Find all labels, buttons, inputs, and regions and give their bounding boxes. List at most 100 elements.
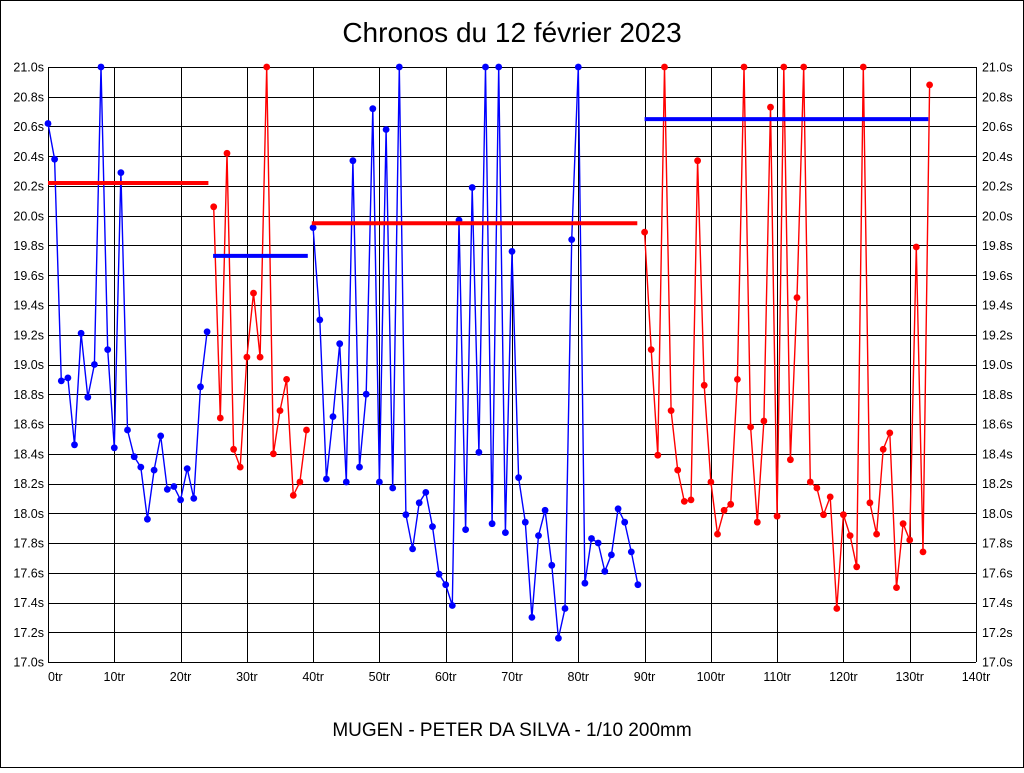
stint-2-point bbox=[223, 149, 231, 157]
stint-4-point bbox=[760, 417, 768, 425]
stint-1-point bbox=[44, 120, 52, 127]
stint-3-point bbox=[349, 157, 357, 165]
y-axis-tick-label: 17.0s bbox=[13, 656, 44, 670]
y-axis-tick-label: 19.4s bbox=[982, 299, 1013, 313]
x-axis-tick-label: 40tr bbox=[302, 670, 324, 684]
stint-3-point bbox=[329, 413, 337, 420]
stint-3-point bbox=[475, 448, 483, 456]
stint-1-point bbox=[71, 441, 78, 449]
stint-3-point bbox=[601, 567, 609, 575]
stint-3-point bbox=[323, 475, 330, 483]
stint-2-point bbox=[210, 203, 218, 211]
y-axis-tick-label: 18.0s bbox=[982, 507, 1013, 521]
stint-3-point bbox=[634, 581, 642, 589]
stint-4-point bbox=[641, 228, 648, 236]
stint-1-point bbox=[144, 515, 151, 523]
stint-3-point bbox=[528, 614, 536, 621]
stint-4-point bbox=[747, 423, 754, 431]
stint-3-point bbox=[442, 581, 450, 589]
y-axis-tick-label: 18.4s bbox=[982, 447, 1013, 461]
stint-3-point bbox=[594, 539, 602, 547]
stint-4-point bbox=[826, 493, 834, 501]
stint-3-point bbox=[548, 561, 556, 569]
stint-4-point bbox=[780, 63, 788, 71]
x-axis-tick-label: 110tr bbox=[763, 670, 791, 684]
stint-1-point bbox=[157, 432, 165, 440]
stint-2-point bbox=[303, 426, 310, 434]
stint-4-point bbox=[707, 478, 715, 486]
stint-3-point bbox=[336, 340, 344, 348]
stint-3-point bbox=[356, 463, 363, 471]
stint-4-point bbox=[919, 548, 927, 556]
stint-3-point bbox=[422, 489, 430, 496]
y-axis-tick-label: 17.4s bbox=[13, 596, 44, 610]
stint-4-point bbox=[787, 456, 794, 464]
x-axis-tick-label: 80tr bbox=[568, 670, 590, 684]
stint-4-point bbox=[700, 381, 708, 389]
y-axis-tick-label: 20.8s bbox=[13, 90, 44, 104]
stint-1-point bbox=[163, 486, 171, 493]
y-axis-tick-label: 20.6s bbox=[982, 120, 1013, 134]
stint-4-series bbox=[641, 63, 933, 612]
y-axis-tick-label: 17.2s bbox=[982, 626, 1013, 640]
stint-1-point bbox=[137, 463, 145, 471]
stint-4-point bbox=[800, 63, 808, 71]
stint-4-point bbox=[773, 512, 781, 520]
x-axis-tick-label: 70tr bbox=[501, 670, 523, 684]
y-axis-tick-label: 19.6s bbox=[982, 269, 1013, 283]
stint-4-point bbox=[899, 520, 907, 528]
stint-3-point bbox=[574, 63, 582, 71]
y-axis-tick-label: 18.0s bbox=[13, 507, 44, 521]
stint-1-point bbox=[64, 374, 72, 382]
stint-4-point bbox=[694, 157, 701, 165]
stint-1-point bbox=[84, 393, 92, 401]
x-axis-tick-label: 130tr bbox=[895, 670, 924, 684]
x-axis-tick-label: 60tr bbox=[435, 670, 457, 684]
stint-4-line bbox=[643, 66, 931, 609]
stint-3-point bbox=[369, 105, 377, 113]
x-axis-tick-label: 90tr bbox=[634, 670, 656, 684]
y-axis-tick-label: 19.0s bbox=[13, 358, 44, 372]
y-axis-tick-label: 19.2s bbox=[13, 328, 44, 342]
y-axis-tick-label: 17.8s bbox=[13, 537, 44, 551]
stint-1-point bbox=[104, 346, 112, 353]
stint-2-point bbox=[236, 463, 244, 471]
stint-4-point bbox=[893, 584, 900, 591]
stint-4-point bbox=[853, 563, 861, 571]
y-axis-tick-label: 19.8s bbox=[13, 239, 44, 253]
stint-3-point bbox=[468, 184, 476, 191]
stint-3-point bbox=[495, 63, 503, 71]
stint-1-point bbox=[77, 329, 85, 337]
stint-3-point bbox=[608, 551, 615, 559]
stint-4-point bbox=[813, 484, 821, 492]
stint-4-point bbox=[740, 63, 748, 71]
x-axis-labels: 0tr 10tr 20tr 30tr 40tr 50tr 60tr 70tr 80tr 90tr 1… bbox=[48, 670, 990, 684]
stint-4-point bbox=[926, 81, 933, 89]
stint-1-series bbox=[44, 63, 211, 523]
stint-3-point bbox=[521, 518, 529, 526]
stint-3-point bbox=[568, 236, 576, 244]
stint-3-point bbox=[362, 390, 370, 398]
stint-3-point bbox=[316, 316, 324, 324]
x-axis-tick-label: 20tr bbox=[170, 670, 192, 684]
stint-3-point bbox=[561, 605, 569, 612]
x-axis-tick-label: 0tr bbox=[48, 670, 63, 684]
stint-3-point bbox=[588, 535, 595, 542]
stint-2-point bbox=[263, 63, 271, 71]
stint-3-point bbox=[488, 520, 496, 528]
y-axis-tick-label: 17.6s bbox=[982, 566, 1013, 580]
y-axis-tick-label: 19.2s bbox=[982, 328, 1013, 342]
stint-4-point bbox=[906, 536, 914, 544]
stint-3-point bbox=[508, 248, 516, 255]
stint-4-point bbox=[866, 499, 874, 507]
stint-4-point bbox=[879, 445, 887, 453]
y-axis-tick-label: 17.6s bbox=[13, 566, 44, 580]
stint-2-point bbox=[243, 353, 251, 361]
x-axis-tick-label: 10tr bbox=[104, 670, 126, 684]
stint-4-point bbox=[661, 63, 668, 71]
y-axis-tick-label: 17.2s bbox=[13, 626, 44, 640]
stint-4-point bbox=[873, 530, 880, 538]
stint-4-point bbox=[820, 511, 827, 519]
stint-1-point bbox=[150, 466, 158, 474]
